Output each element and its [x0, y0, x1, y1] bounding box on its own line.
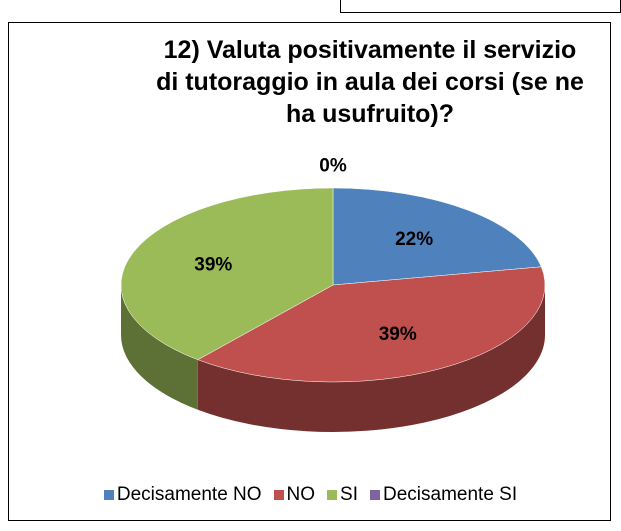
data-label: 0%: [319, 156, 347, 177]
slice: [197, 266, 546, 383]
legend-item: NO: [273, 484, 316, 506]
legend-item: Decisamente NO: [103, 484, 262, 506]
chart-frame: [8, 22, 611, 521]
legend-swatch: [273, 490, 284, 500]
data-label: 39%: [194, 254, 232, 275]
chart-title: 12) Valuta positivamente il servizio di …: [156, 36, 584, 128]
legend-label: Decisamente SI: [383, 484, 518, 505]
slice: [120, 187, 334, 361]
legend-swatch: [370, 490, 380, 500]
data-label: 22%: [395, 229, 433, 250]
legend-swatch: [327, 490, 338, 500]
legend-swatch: [103, 490, 114, 500]
legend: Decisamente NO NO SI Decisamente SI: [0, 484, 621, 506]
legend-label: NO: [286, 484, 316, 505]
legend-item: SI: [327, 484, 358, 506]
legend-label: SI: [340, 484, 358, 505]
data-label: 39%: [379, 324, 417, 345]
slice: [332, 187, 542, 286]
legend-label: Decisamente NO: [116, 484, 262, 505]
legend-item: Decisamente SI: [370, 484, 517, 506]
slice-side: [121, 285, 198, 410]
slice-side: [197, 285, 545, 432]
